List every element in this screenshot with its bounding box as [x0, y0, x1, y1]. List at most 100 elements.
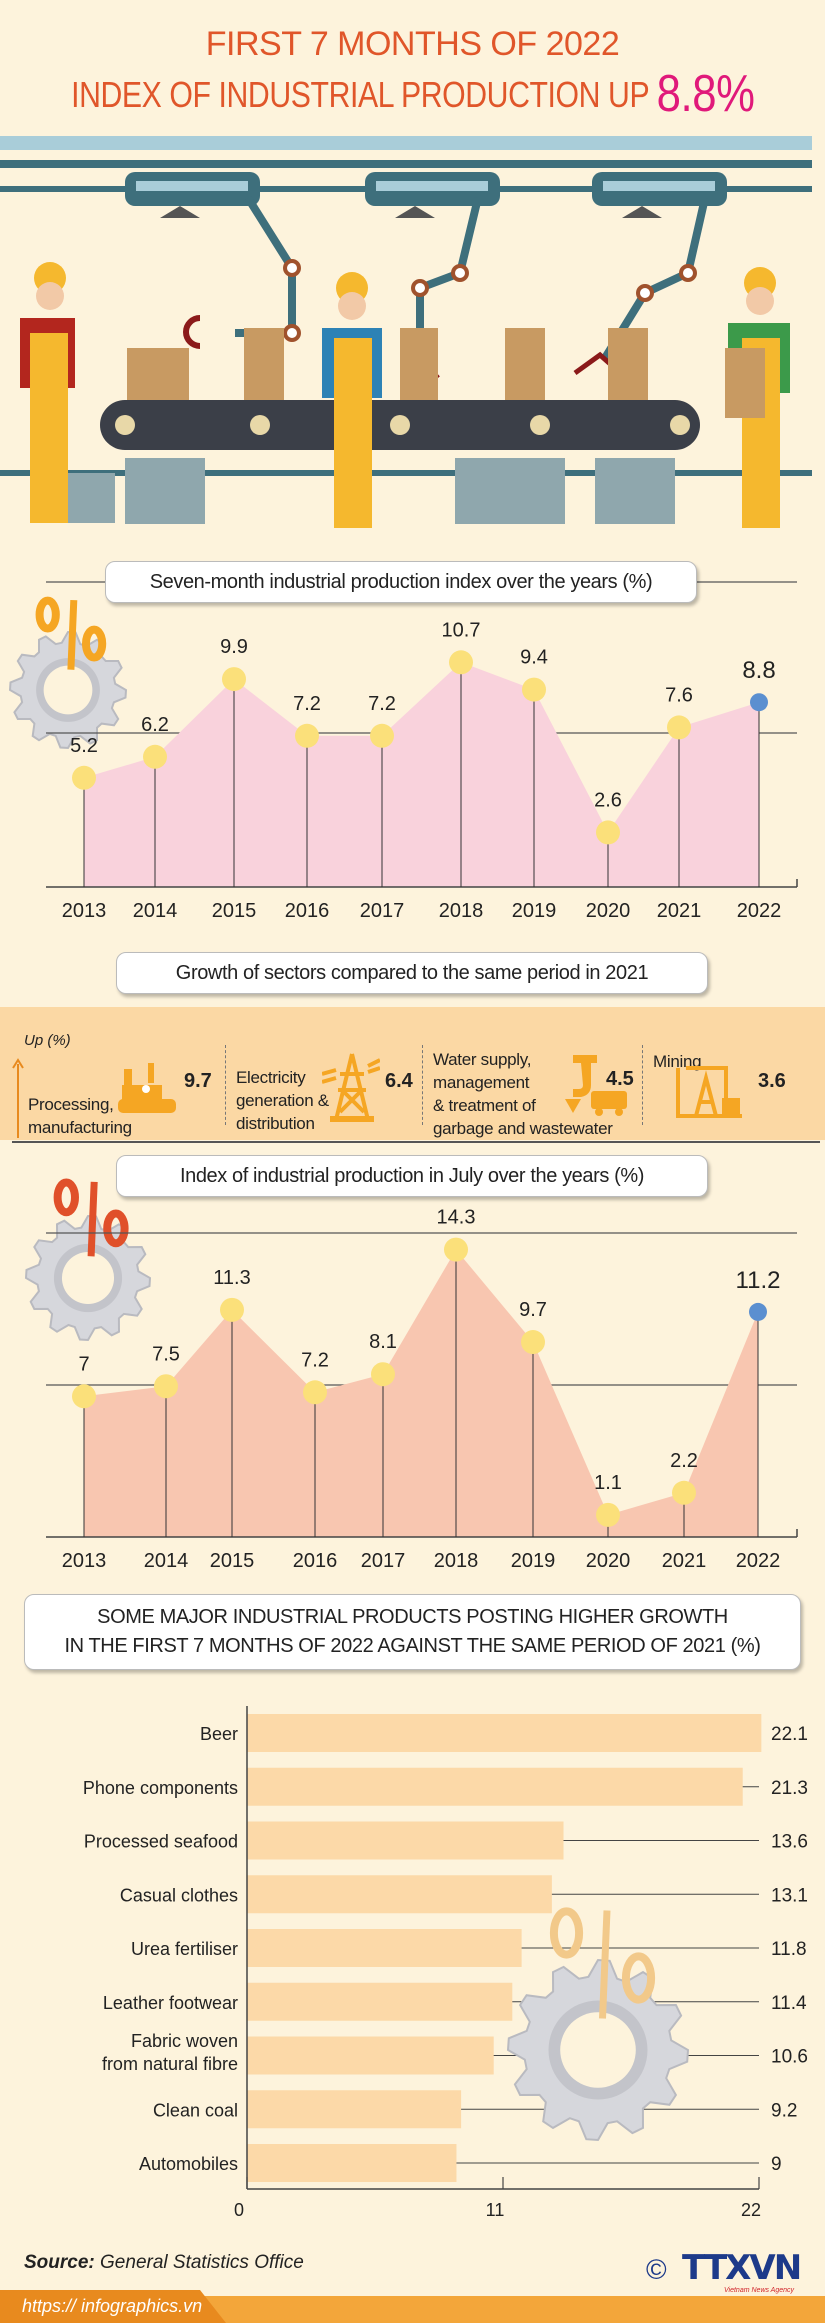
x-tick-label: 2015 [212, 900, 257, 922]
data-label: 6.2 [141, 714, 169, 736]
data-point [667, 715, 691, 740]
data-point [143, 744, 167, 769]
data-label: 9.4 [520, 647, 548, 669]
x-tick-label: 2017 [361, 1550, 406, 1572]
x-tick-label: 2020 [586, 1550, 631, 1572]
percent-circle [53, 1178, 79, 1217]
bar [247, 1821, 564, 1860]
bar [247, 1714, 762, 1752]
data-label: 10.7 [442, 619, 481, 641]
x-tick-label: 11 [486, 2200, 505, 2220]
category-label: Leather footwear [103, 1993, 238, 2013]
gear-percent-icon [8, 596, 128, 750]
robot-arm-icon [365, 172, 500, 380]
data-point [672, 1480, 696, 1505]
headline-value: 8.8% [656, 65, 755, 123]
sector-value: 6.4 [385, 1070, 413, 1092]
data-label: 7.2 [293, 693, 321, 715]
gear-hole [61, 1251, 115, 1305]
x-tick-label: 2015 [210, 1550, 255, 1572]
data-point [444, 1237, 468, 1262]
x-tick-label: 2022 [737, 900, 782, 922]
data-label: 11.8 [771, 1939, 807, 1960]
chart3-title-line2: IN THE FIRST 7 MONTHS OF 2022 AGAINST TH… [64, 1635, 761, 1657]
data-label: 13.1 [771, 1885, 808, 1906]
data-point [596, 820, 620, 845]
data-point [154, 1374, 178, 1399]
data-label: 9.9 [220, 636, 248, 658]
category-label: Clean coal [153, 2100, 238, 2120]
category-label: from natural fibre [102, 2054, 238, 2074]
factory-icon [118, 1063, 176, 1113]
data-label: 10.6 [771, 2047, 808, 2068]
page-title-line1: FIRST 7 MONTHS OF 2022 [205, 25, 620, 63]
sector-value: 9.7 [184, 1070, 212, 1092]
data-label: 11.4 [771, 1993, 807, 2014]
x-tick-label: 2016 [293, 1550, 338, 1572]
gear-percent-icon [24, 1178, 152, 1342]
x-tick-label: 2016 [285, 900, 330, 922]
data-point [370, 723, 394, 748]
divider [422, 1045, 423, 1125]
source-note: Source: General Statistics Office [24, 2252, 304, 2273]
percent-circle [103, 1209, 129, 1248]
area-fill [84, 1249, 758, 1537]
power-tower-icon [322, 1053, 380, 1122]
divider-line [12, 1141, 820, 1143]
data-point [222, 667, 246, 692]
bar [247, 2090, 462, 2129]
x-tick-label: 2021 [662, 1550, 707, 1572]
bar [247, 1929, 522, 1967]
data-point [72, 765, 96, 790]
sectors-title: Growth of sectors compared to the same p… [116, 952, 708, 994]
data-point [220, 1297, 244, 1322]
data-label: 2.6 [594, 789, 622, 811]
worker-icon [725, 267, 790, 528]
percent-circle [621, 1952, 656, 2004]
x-tick-label: 2018 [439, 900, 484, 922]
unit-label: Up (%) [24, 1032, 71, 1049]
data-point [596, 1502, 620, 1527]
data-label: 5.2 [70, 735, 98, 757]
data-point [750, 693, 768, 712]
bar [247, 2144, 457, 2182]
chart2-title: Index of industrial production in July o… [116, 1155, 708, 1197]
chart-seven-month-index: 5.2 2013 6.2 2014 9.9 2015 7.2 2016 7.2 2017 10.7 2… [46, 581, 798, 922]
data-label: 8.8 [742, 657, 775, 684]
data-label: 7.6 [665, 684, 693, 706]
percent-circle [81, 625, 107, 662]
percent-slash [67, 599, 78, 670]
website-link[interactable]: https:// infographics.vn [0, 2290, 226, 2323]
chart3-title-line1: SOME MAJOR INDUSTRIAL PRODUCTS POSTING H… [97, 1606, 728, 1628]
data-point [521, 1330, 545, 1355]
chart3-title: SOME MAJOR INDUSTRIAL PRODUCTS POSTING H… [24, 1594, 801, 1670]
percent-slash [87, 1181, 98, 1257]
x-tick-label: 2013 [62, 1550, 107, 1572]
copyright-icon: © [646, 2254, 667, 2285]
data-label: 9 [771, 2154, 782, 2175]
gear-hole [560, 2012, 636, 2088]
chart-july-index: 7 2013 7.5 2014 11.3 2015 7.2 2016 8.1 2017 14.3 20… [46, 1207, 798, 1572]
x-tick-label: 2018 [434, 1550, 479, 1572]
water-tap-truck-icon [565, 1055, 627, 1116]
x-tick-label: 22 [741, 2200, 761, 2220]
chart1-title: Seven-month industrial production index … [105, 561, 697, 603]
box-icon [127, 328, 648, 400]
category-label: Beer [200, 1724, 238, 1744]
percent-circle [549, 1907, 584, 1959]
x-tick-label: 0 [234, 2200, 244, 2220]
bar [247, 1767, 743, 1806]
data-label: 11.2 [736, 1267, 781, 1294]
bar [247, 2036, 494, 2075]
data-point [749, 1302, 767, 1321]
data-label: 7.2 [368, 693, 396, 715]
data-label: 7 [78, 1353, 89, 1375]
x-tick-label: 2020 [586, 900, 631, 922]
gear-percent-icon [506, 1907, 690, 2142]
sector-value: 3.6 [758, 1070, 786, 1092]
sector-label: Water supply, management & treatment of gar… [433, 1050, 613, 1138]
category-label: Automobiles [139, 2154, 238, 2174]
data-label: 7.5 [152, 1343, 180, 1365]
category-label: Fabric woven [131, 2031, 238, 2051]
oil-pump-icon [676, 1066, 742, 1118]
